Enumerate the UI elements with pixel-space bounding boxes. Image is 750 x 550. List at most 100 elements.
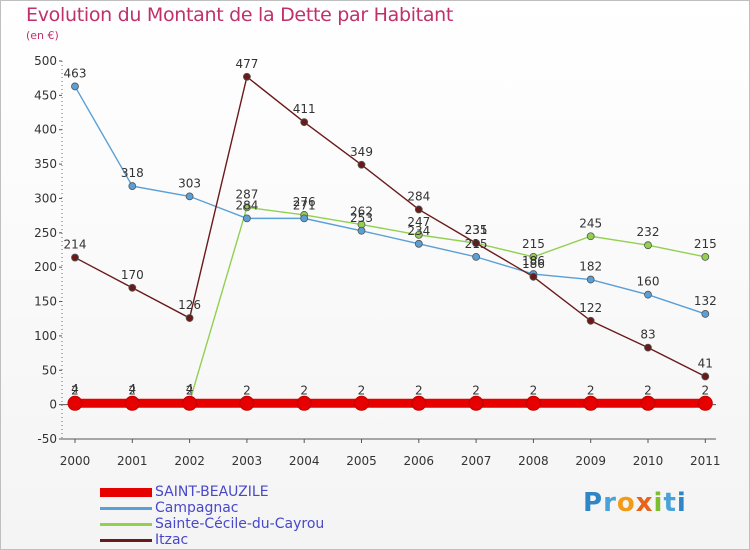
data-label: 262: [350, 205, 373, 219]
data-label: 215: [465, 237, 488, 251]
data-label: 214: [64, 238, 87, 252]
data-label: 4: [71, 382, 79, 396]
data-label: 231: [465, 223, 488, 237]
data-point: [128, 283, 137, 292]
data-point: [697, 395, 713, 411]
x-tick-label: 2007: [461, 454, 492, 468]
data-label: 83: [640, 328, 655, 342]
data-label: 234: [407, 224, 430, 238]
data-point: [414, 205, 423, 214]
data-label: 182: [579, 260, 602, 274]
x-tick-label: 2002: [174, 454, 205, 468]
y-tick-label: 100: [34, 329, 57, 343]
y-tick-label: 150: [34, 295, 57, 309]
data-point: [468, 395, 484, 411]
legend-label: Itzac: [155, 532, 189, 548]
data-label: 477: [235, 57, 258, 71]
data-point: [182, 395, 198, 411]
data-point: [185, 314, 194, 322]
proxiti-logo: Proxiti: [583, 488, 687, 518]
x-tick-label: 2010: [633, 454, 664, 468]
data-labels: 2 2 2 2 2 2 2 2 2 2 2 2 463 318 303 284 271 253 234 215 186 1…: [64, 57, 717, 397]
x-tick-label: 2004: [289, 454, 320, 468]
data-label: 4: [186, 382, 194, 396]
data-label: 215: [694, 237, 717, 251]
data-label: 284: [235, 198, 258, 212]
data-point: [242, 214, 251, 223]
data-point: [128, 182, 137, 190]
x-tick-label: 2006: [404, 454, 435, 468]
series-line: [74, 75, 706, 378]
data-point: [701, 372, 710, 381]
data-point: [242, 203, 251, 212]
legend-item: SAINT-BEAUZILE: [100, 484, 324, 500]
data-label: 2: [71, 383, 79, 397]
data-label: 132: [694, 294, 717, 308]
y-tick-label: 250: [34, 226, 57, 240]
y-tick-label: -50: [37, 432, 57, 446]
series-points: [67, 72, 713, 411]
data-label: 2: [358, 383, 366, 397]
series-lines: [74, 75, 706, 408]
x-tick-label: 2005: [346, 454, 377, 468]
data-label: 253: [350, 211, 373, 225]
legend-label: Sainte-Cécile-du-Cayrou: [155, 516, 325, 532]
data-point: [414, 230, 423, 239]
data-label: 126: [178, 298, 201, 312]
data-label: 247: [407, 215, 430, 229]
y-tick-label: 400: [34, 123, 57, 137]
legend-label: SAINT-BEAUZILE: [155, 484, 269, 500]
y-tick-label: 300: [34, 191, 57, 205]
data-point: [300, 214, 309, 223]
data-label: 2: [128, 383, 136, 397]
data-point: [529, 252, 538, 261]
data-point: [644, 290, 652, 299]
legend-item: Campagnac: [100, 500, 324, 516]
data-point: [644, 241, 652, 250]
chart-title: Evolution du Montant de la Dette par Hab…: [26, 4, 454, 26]
data-point: [414, 239, 423, 248]
data-label: 284: [407, 189, 430, 203]
data-label: 2: [300, 383, 308, 397]
x-tick-label: 2009: [575, 454, 606, 468]
series-line: [75, 206, 706, 403]
data-label: 2: [644, 383, 652, 397]
x-tick-label: 2011: [690, 454, 721, 468]
legend-swatch: [100, 506, 152, 510]
data-point: [239, 395, 255, 411]
data-point: [640, 395, 656, 411]
data-point: [701, 310, 710, 318]
data-point: [357, 226, 366, 235]
data-label: 122: [579, 301, 602, 315]
data-point: [525, 395, 541, 411]
y-tick-label: 50: [42, 363, 57, 377]
data-point: [185, 192, 194, 201]
data-label: 349: [350, 145, 373, 159]
x-tick-label: 2001: [117, 454, 148, 468]
y-tick-label: 200: [34, 260, 57, 274]
data-label: 287: [235, 187, 258, 201]
data-label: 4: [128, 382, 136, 396]
data-label: 2: [587, 383, 595, 397]
data-label: 2: [186, 383, 194, 397]
legend: SAINT-BEAUZILE Campagnac Sainte-Cécile-d…: [100, 484, 324, 548]
data-point: [644, 343, 652, 352]
data-label: 2: [243, 383, 251, 397]
data-point: [300, 118, 309, 127]
data-point: [472, 252, 481, 261]
x-tick-label: 2003: [232, 454, 263, 468]
legend-swatch: [100, 538, 152, 542]
data-label: 2: [415, 383, 423, 397]
data-label: 2: [472, 383, 480, 397]
data-point: [586, 316, 595, 325]
data-label: 303: [178, 176, 201, 190]
y-tick-label: 500: [34, 54, 57, 68]
data-label: 2: [530, 383, 538, 397]
data-label: 235: [465, 223, 488, 237]
data-label: 170: [121, 268, 144, 282]
legend-label: Campagnac: [155, 500, 239, 516]
data-point: [296, 395, 312, 411]
data-label: 215: [522, 237, 545, 251]
data-point: [529, 272, 538, 281]
